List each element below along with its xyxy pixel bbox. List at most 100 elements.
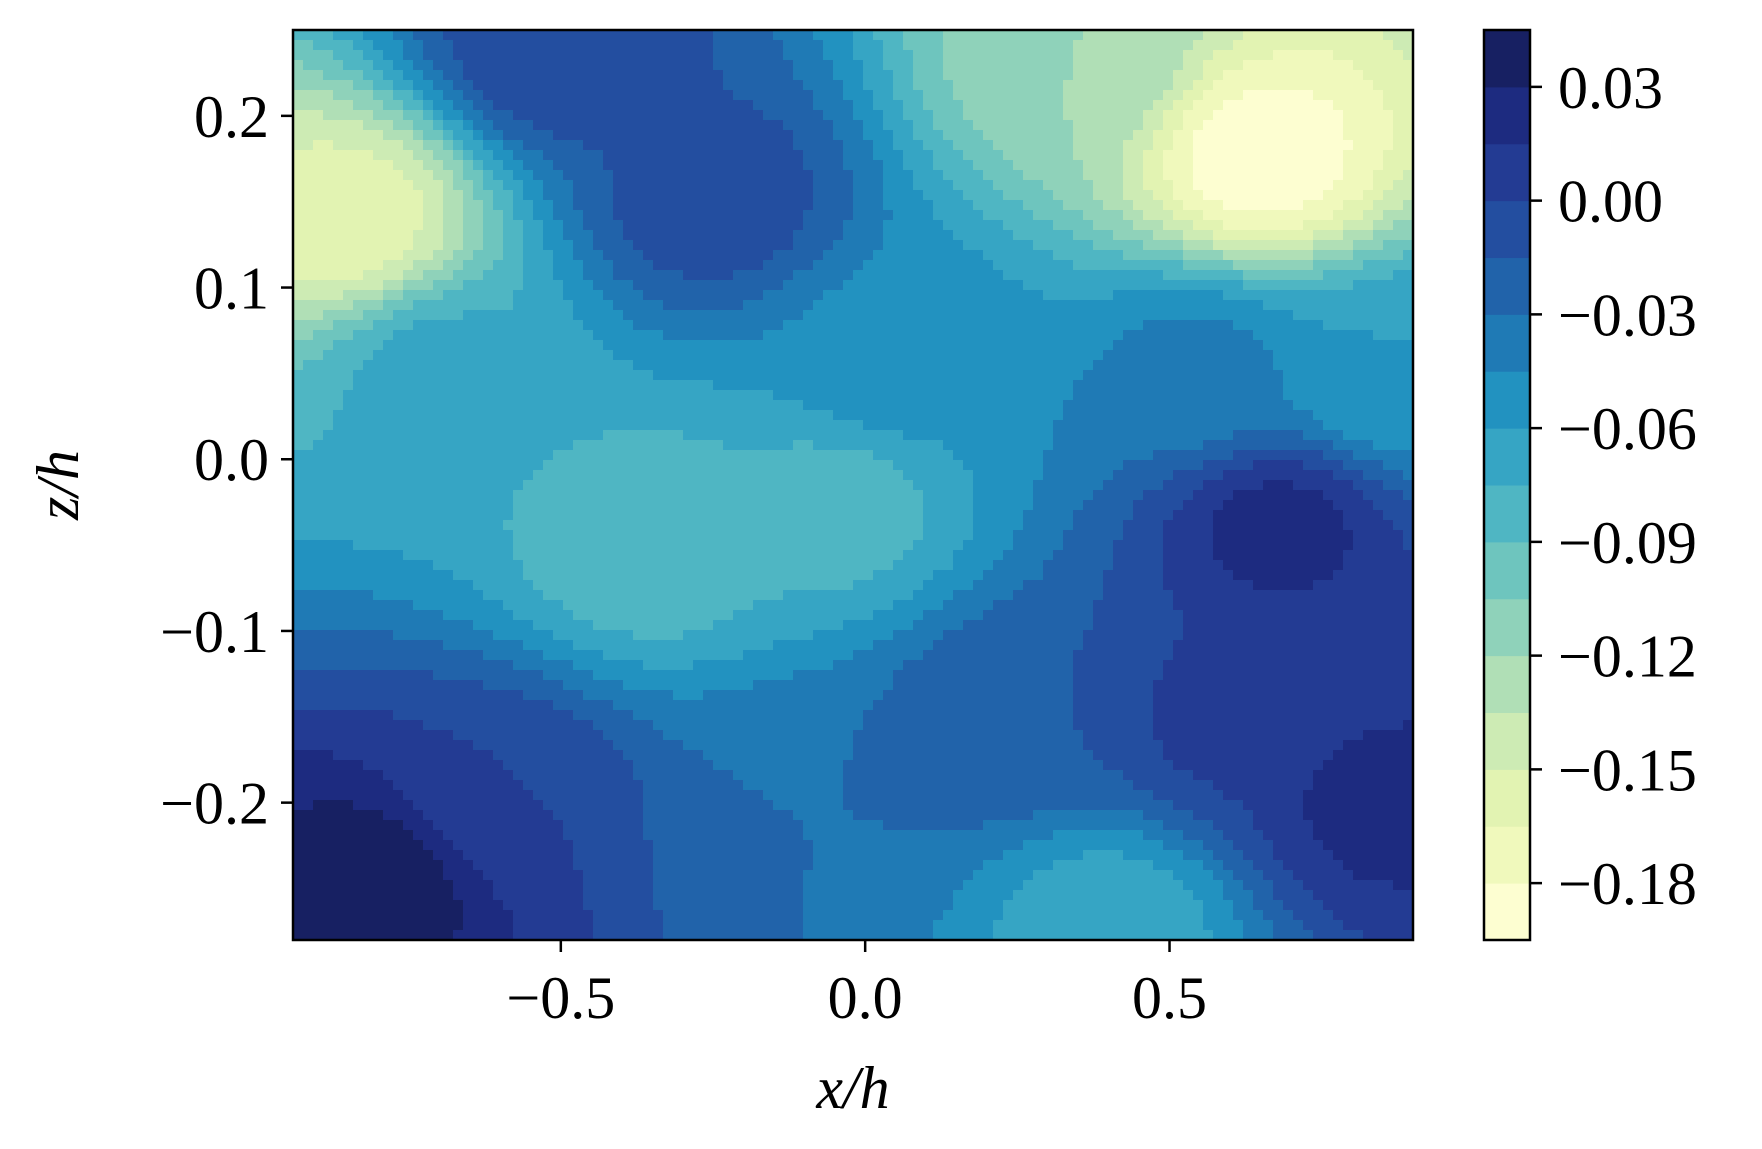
contour-cell	[653, 140, 664, 151]
contour-cell	[1233, 150, 1244, 161]
contour-cell	[1093, 170, 1104, 181]
contour-cell	[593, 320, 604, 331]
contour-cell	[333, 60, 344, 71]
contour-cell	[933, 300, 944, 311]
contour-cell	[873, 80, 884, 91]
contour-cell	[823, 170, 834, 181]
contour-cell	[463, 280, 474, 291]
contour-cell	[1283, 460, 1294, 471]
contour-cell	[613, 230, 624, 241]
contour-cell	[583, 270, 594, 281]
contour-cell	[833, 210, 844, 221]
contour-cell	[1013, 350, 1024, 361]
contour-cell	[473, 430, 484, 441]
contour-cell	[1123, 340, 1134, 351]
contour-cell	[293, 450, 304, 461]
contour-cell	[503, 210, 514, 221]
contour-cell	[1353, 370, 1364, 381]
contour-cell	[1393, 140, 1404, 151]
contour-cell	[713, 230, 724, 241]
contour-cell	[573, 360, 584, 371]
contour-cell	[723, 170, 734, 181]
contour-cell	[1003, 90, 1014, 101]
contour-cell	[863, 30, 874, 41]
contour-cell	[703, 210, 714, 221]
contour-cell	[1293, 140, 1304, 151]
contour-cell	[503, 190, 514, 201]
contour-cell	[863, 110, 874, 121]
contour-cell	[1113, 30, 1124, 41]
contour-cell	[343, 90, 354, 101]
contour-cell	[753, 330, 764, 341]
contour-cell	[293, 260, 304, 271]
contour-cell	[593, 170, 604, 181]
contour-cell	[873, 160, 884, 171]
contour-cell	[673, 470, 684, 481]
contour-cell	[1043, 140, 1054, 151]
contour-cell	[1313, 150, 1324, 161]
contour-cell	[343, 460, 354, 471]
contour-cell	[1223, 250, 1234, 261]
contour-cell	[343, 80, 354, 91]
contour-cell	[443, 60, 454, 71]
contour-cell	[1263, 260, 1274, 271]
contour-cell	[963, 120, 974, 131]
contour-cell	[903, 150, 914, 161]
contour-cell	[523, 150, 534, 161]
contour-cell	[1373, 330, 1384, 341]
contour-cell	[773, 50, 784, 61]
contour-cell	[723, 250, 734, 261]
contour-cell	[1303, 70, 1314, 81]
contour-cell	[1023, 250, 1034, 261]
contour-cell	[693, 420, 704, 431]
contour-cell	[373, 190, 384, 201]
contour-cell	[993, 70, 1004, 81]
contour-cell	[1143, 140, 1154, 151]
contour-cell	[1403, 340, 1413, 351]
contour-cell	[423, 320, 434, 331]
contour-cell	[893, 270, 904, 281]
contour-cell	[723, 380, 734, 391]
contour-cell	[563, 450, 574, 461]
contour-cell	[533, 360, 544, 371]
contour-cell	[943, 360, 954, 371]
contour-cell	[1013, 90, 1024, 101]
contour-cell	[303, 110, 314, 121]
contour-cell	[513, 370, 524, 381]
contour-cell	[1323, 30, 1334, 41]
contour-cell	[353, 80, 364, 91]
contour-cell	[1323, 380, 1334, 391]
contour-cell	[563, 210, 574, 221]
contour-cell	[763, 420, 774, 431]
contour-cell	[683, 390, 694, 401]
contour-cell	[993, 300, 1004, 311]
contour-cell	[993, 110, 1004, 121]
contour-cell	[933, 470, 944, 481]
contour-cell	[1033, 420, 1044, 431]
contour-cell	[503, 260, 514, 271]
contour-cell	[663, 180, 674, 191]
contour-cell	[1153, 400, 1164, 411]
contour-cell	[653, 120, 664, 131]
contour-cell	[703, 280, 714, 291]
contour-cell	[533, 380, 544, 391]
contour-cell	[1273, 260, 1284, 271]
contour-cell	[463, 120, 474, 131]
contour-cell	[1253, 180, 1264, 191]
contour-cell	[803, 280, 814, 291]
contour-cell	[1343, 190, 1354, 201]
contour-cell	[1163, 210, 1174, 221]
contour-cell	[303, 90, 314, 101]
contour-cell	[1213, 390, 1224, 401]
contour-cell	[853, 100, 864, 111]
contour-cell	[1013, 340, 1024, 351]
contour-cell	[713, 70, 724, 81]
contour-cell	[303, 220, 314, 231]
contour-cell	[1223, 280, 1234, 291]
contour-cell	[1373, 420, 1384, 431]
contour-cell	[833, 300, 844, 311]
contour-cell	[663, 230, 674, 241]
contour-cell	[663, 170, 674, 181]
contour-cell	[763, 470, 774, 481]
contour-cell	[903, 120, 914, 131]
